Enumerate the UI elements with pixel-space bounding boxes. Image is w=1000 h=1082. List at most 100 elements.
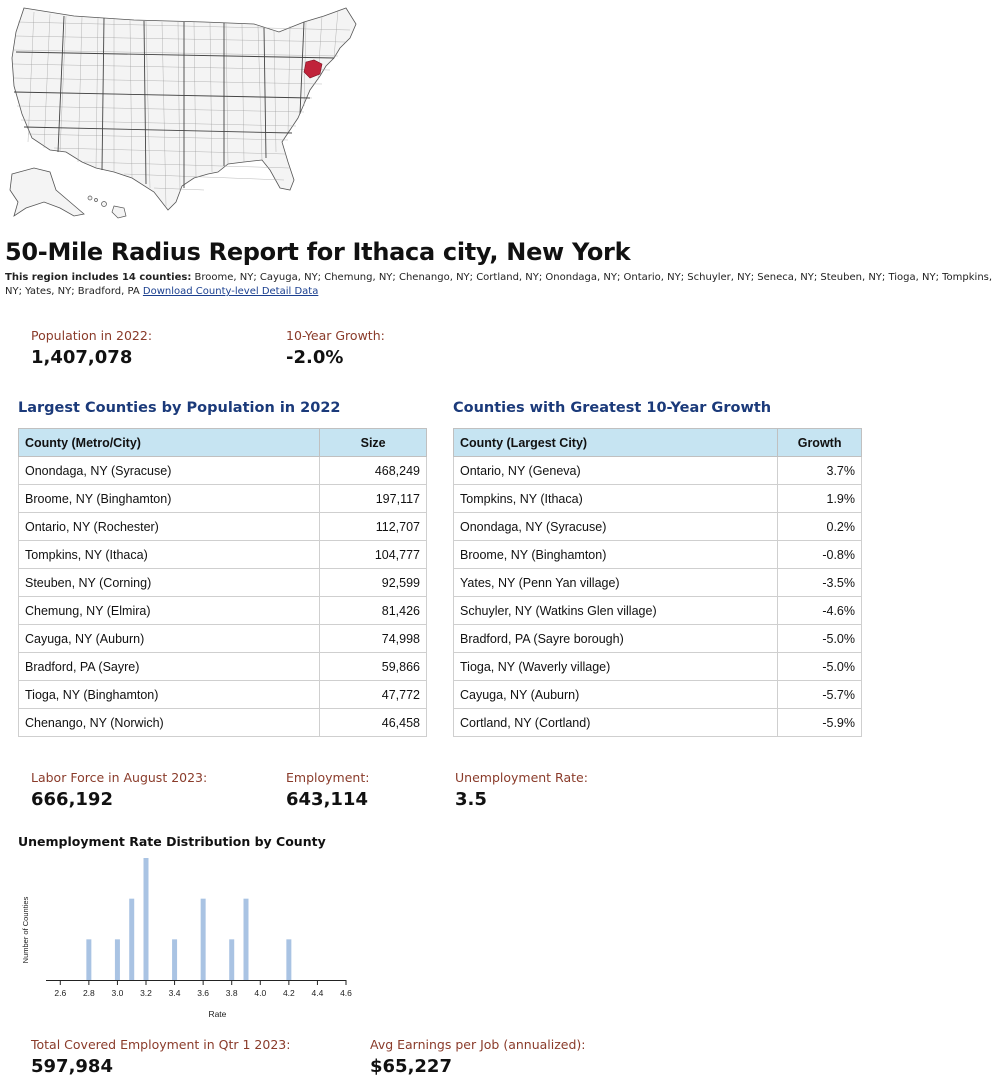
value-cell: 46,458 — [319, 708, 427, 737]
covered-employment-value: 597,984 — [31, 1056, 113, 1077]
table-row: Onondaga, NY (Syracuse) 468,249 — [17, 456, 427, 485]
histogram-bar — [172, 939, 178, 980]
county-cell: Chemung, NY (Elmira) — [17, 596, 321, 625]
county-cell: Onondaga, NY (Syracuse) — [452, 512, 779, 541]
labor-force-value: 666,192 — [31, 789, 113, 810]
chart-title: Unemployment Rate Distribution by County — [18, 834, 326, 849]
x-axis-label: Rate — [208, 1009, 226, 1019]
region-intro: This region includes 14 counties: — [5, 272, 192, 283]
x-tick-label: 4.0 — [254, 988, 266, 998]
county-cell: Schuyler, NY (Watkins Glen village) — [452, 596, 779, 625]
labor-force-label: Labor Force in August 2023: — [31, 770, 208, 785]
employment-label: Employment: — [286, 770, 370, 785]
covered-employment-label: Total Covered Employment in Qtr 1 2023: — [31, 1037, 291, 1052]
table-header-row: County (Metro/City) Size — [17, 428, 427, 457]
histogram-bar — [229, 939, 235, 980]
county-cell: Broome, NY (Binghamton) — [17, 484, 321, 513]
value-cell: -5.0% — [777, 652, 862, 681]
county-cell: Cayuga, NY (Auburn) — [452, 680, 779, 709]
table-row: Tompkins, NY (Ithaca) 1.9% — [452, 484, 862, 513]
table-row: Chemung, NY (Elmira) 81,426 — [17, 596, 427, 625]
value-cell: 92,599 — [319, 568, 427, 597]
x-tick-label: 3.6 — [197, 988, 209, 998]
column-header-county: County (Largest City) — [452, 428, 779, 457]
unemployment-rate-value: 3.5 — [455, 789, 487, 810]
largest-counties-title: Largest Counties by Population in 2022 — [18, 400, 341, 416]
x-tick-label: 3.2 — [140, 988, 152, 998]
histogram-bar — [86, 939, 92, 980]
y-axis-label: Number of Counties — [21, 896, 30, 963]
column-header-size: Size — [319, 428, 427, 457]
avg-earnings-label: Avg Earnings per Job (annualized): — [370, 1037, 586, 1052]
x-tick-label: 3.8 — [226, 988, 238, 998]
growth-counties-title: Counties with Greatest 10-Year Growth — [453, 400, 772, 416]
value-cell: -5.9% — [777, 708, 862, 737]
table-row: Ontario, NY (Rochester) 112,707 — [17, 512, 427, 541]
growth-counties-table: County (Largest City) Growth Ontario, NY… — [452, 428, 862, 737]
table-row: Tioga, NY (Binghamton) 47,772 — [17, 680, 427, 709]
table-row: Bradford, PA (Sayre) 59,866 — [17, 652, 427, 681]
avg-earnings-value: $65,227 — [370, 1056, 452, 1077]
county-cell: Tioga, NY (Waverly village) — [452, 652, 779, 681]
column-header-county: County (Metro/City) — [17, 428, 321, 457]
value-cell: 59,866 — [319, 652, 427, 681]
growth-label: 10-Year Growth: — [286, 328, 385, 343]
county-cell: Cortland, NY (Cortland) — [452, 708, 779, 737]
value-cell: 197,117 — [319, 484, 427, 513]
growth-value: -2.0% — [286, 347, 344, 368]
unemployment-histogram: 2.6 2.8 3.0 3.2 3.4 3.6 3.8 4.0 4.2 4.4 4.6 Rate Num… — [21, 858, 352, 1019]
x-tick-label: 2.6 — [54, 988, 66, 998]
histogram-bar — [114, 939, 120, 980]
x-tick-label: 3.0 — [112, 988, 124, 998]
unemployment-rate-label: Unemployment Rate: — [455, 770, 588, 785]
value-cell: -0.8% — [777, 540, 862, 569]
county-cell: Tompkins, NY (Ithaca) — [452, 484, 779, 513]
value-cell: 81,426 — [319, 596, 427, 625]
table-row: Schuyler, NY (Watkins Glen village) -4.6% — [452, 596, 862, 625]
county-cell: Bradford, PA (Sayre) — [17, 652, 321, 681]
table-row: Broome, NY (Binghamton) 197,117 — [17, 484, 427, 513]
table-row: Bradford, PA (Sayre borough) -5.0% — [452, 624, 862, 653]
value-cell: -3.5% — [777, 568, 862, 597]
table-row: Tioga, NY (Waverly village) -5.0% — [452, 652, 862, 681]
county-cell: Steuben, NY (Corning) — [17, 568, 321, 597]
largest-counties-table: County (Metro/City) Size Onondaga, NY (S… — [17, 428, 427, 737]
value-cell: 112,707 — [319, 512, 427, 541]
population-label: Population in 2022: — [31, 328, 153, 343]
value-cell: -5.7% — [777, 680, 862, 709]
county-cell: Broome, NY (Binghamton) — [452, 540, 779, 569]
table-row: Cayuga, NY (Auburn) -5.7% — [452, 680, 862, 709]
histogram-bar — [286, 939, 292, 980]
x-tick-label: 4.2 — [283, 988, 295, 998]
table-row: Tompkins, NY (Ithaca) 104,777 — [17, 540, 427, 569]
page-title: 50-Mile Radius Report for Ithaca city, N… — [5, 238, 631, 266]
value-cell: 74,998 — [319, 624, 427, 653]
download-county-data-link[interactable]: Download County-level Detail Data — [142, 286, 319, 297]
table-row: Broome, NY (Binghamton) -0.8% — [452, 540, 862, 569]
county-cell: Chenango, NY (Norwich) — [17, 708, 321, 737]
table-row: Yates, NY (Penn Yan village) -3.5% — [452, 568, 862, 597]
value-cell: -4.6% — [777, 596, 862, 625]
population-value: 1,407,078 — [31, 347, 133, 368]
value-cell: 1.9% — [777, 484, 862, 513]
table-row: Cortland, NY (Cortland) -5.9% — [452, 708, 862, 737]
histogram-bar — [200, 898, 206, 980]
table-header-row: County (Largest City) Growth — [452, 428, 862, 457]
table-row: Cayuga, NY (Auburn) 74,998 — [17, 624, 427, 653]
county-cell: Bradford, PA (Sayre borough) — [452, 624, 779, 653]
value-cell: 3.7% — [777, 456, 862, 485]
employment-value: 643,114 — [286, 789, 368, 810]
value-cell: -5.0% — [777, 624, 862, 653]
county-cell: Cayuga, NY (Auburn) — [17, 624, 321, 653]
x-tick-label: 3.4 — [169, 988, 181, 998]
county-cell: Yates, NY (Penn Yan village) — [452, 568, 779, 597]
x-tick-label: 2.8 — [83, 988, 95, 998]
histogram-bar — [243, 898, 249, 980]
table-row: Chenango, NY (Norwich) 46,458 — [17, 708, 427, 737]
histogram-bar — [143, 858, 149, 980]
region-counties: Broome, NY; Cayuga, NY; Chemung, NY; Che… — [5, 272, 993, 297]
highlighted-region — [303, 59, 323, 79]
region-description: This region includes 14 counties: Broome… — [5, 271, 995, 299]
table-row: Onondaga, NY (Syracuse) 0.2% — [452, 512, 862, 541]
value-cell: 0.2% — [777, 512, 862, 541]
